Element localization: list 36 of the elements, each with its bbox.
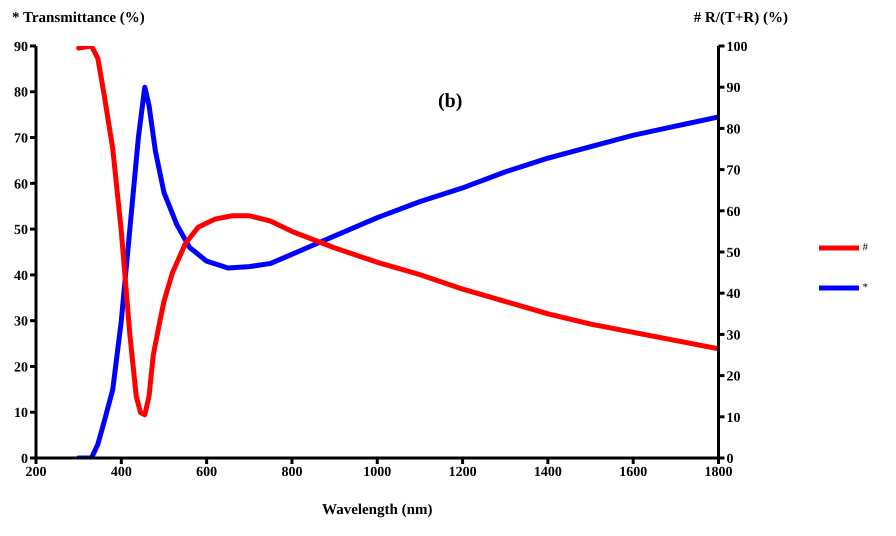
y-tick-label: 20 [14, 360, 28, 376]
y-tick-label: 0 [21, 452, 28, 467]
x-tick-label: 1400 [534, 464, 562, 480]
y-tick-label: 80 [14, 86, 28, 101]
y-tick-label: 30 [14, 314, 28, 330]
y-axis-title: * Transmittance (%) [12, 10, 145, 27]
y2-tick-label: 70 [726, 164, 740, 179]
y-tick-label: 10 [14, 406, 28, 422]
x-tick-label: 1200 [448, 464, 477, 480]
x-tick-label: 400 [110, 464, 132, 480]
x-tick-label: 1000 [363, 464, 392, 480]
y2-tick-label: 30 [726, 328, 740, 344]
y-tick-label: 90 [14, 40, 28, 55]
y-tick-label: 70 [14, 132, 28, 147]
x-tick-label: 600 [196, 464, 218, 480]
x-tick-label: 1600 [619, 464, 648, 480]
y-tick-label: 40 [14, 268, 28, 284]
legend-label: # [862, 242, 868, 254]
y-tick-label: 60 [14, 177, 28, 192]
y2-tick-label: 0 [726, 452, 734, 467]
x-axis-title: Wavelength (nm) [322, 502, 432, 518]
y2-axis-title: # R/(T+R) (%) [694, 10, 788, 27]
y2-tick-label: 90 [726, 81, 740, 96]
x-tick-label: 200 [26, 464, 46, 480]
y-tick-label: 50 [14, 223, 28, 238]
y2-tick-label: 40 [726, 287, 740, 302]
y2-tick-label: 20 [726, 370, 740, 385]
y2-tick-label: 60 [726, 204, 740, 220]
y2-tick-label: 10 [726, 410, 740, 426]
y2-tick-label: 80 [726, 122, 740, 138]
legend-label: * [862, 282, 868, 294]
x-tick-label: 1800 [704, 464, 732, 480]
y2-tick-label: 50 [726, 246, 740, 261]
y2-tick-label: 100 [726, 40, 748, 55]
x-tick-label: 800 [281, 464, 302, 480]
annotation: (b) [438, 90, 462, 113]
